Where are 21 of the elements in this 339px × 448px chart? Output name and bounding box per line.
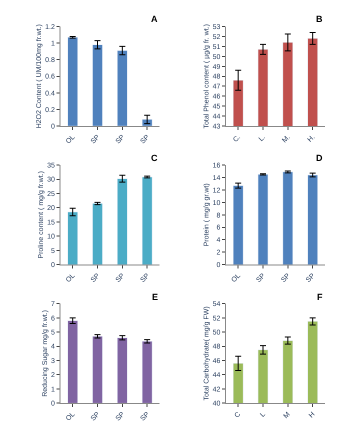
bar (117, 338, 128, 404)
chart-title: A (151, 14, 158, 24)
bar (92, 44, 103, 126)
bar (142, 176, 152, 265)
bar (67, 320, 78, 404)
chart-title: E (152, 292, 158, 302)
bar (67, 37, 78, 126)
bar (142, 341, 152, 404)
bar (117, 178, 128, 265)
bar (282, 172, 294, 265)
chart-title: D (316, 153, 323, 163)
bar (232, 185, 244, 265)
chart-title: C (151, 153, 158, 163)
bar (307, 174, 318, 265)
chart-title: F (317, 292, 323, 302)
chart-title: B (316, 14, 323, 24)
bar (67, 212, 78, 265)
bar (92, 203, 103, 265)
bar (92, 336, 103, 404)
bar (117, 50, 128, 126)
bar (258, 174, 268, 265)
